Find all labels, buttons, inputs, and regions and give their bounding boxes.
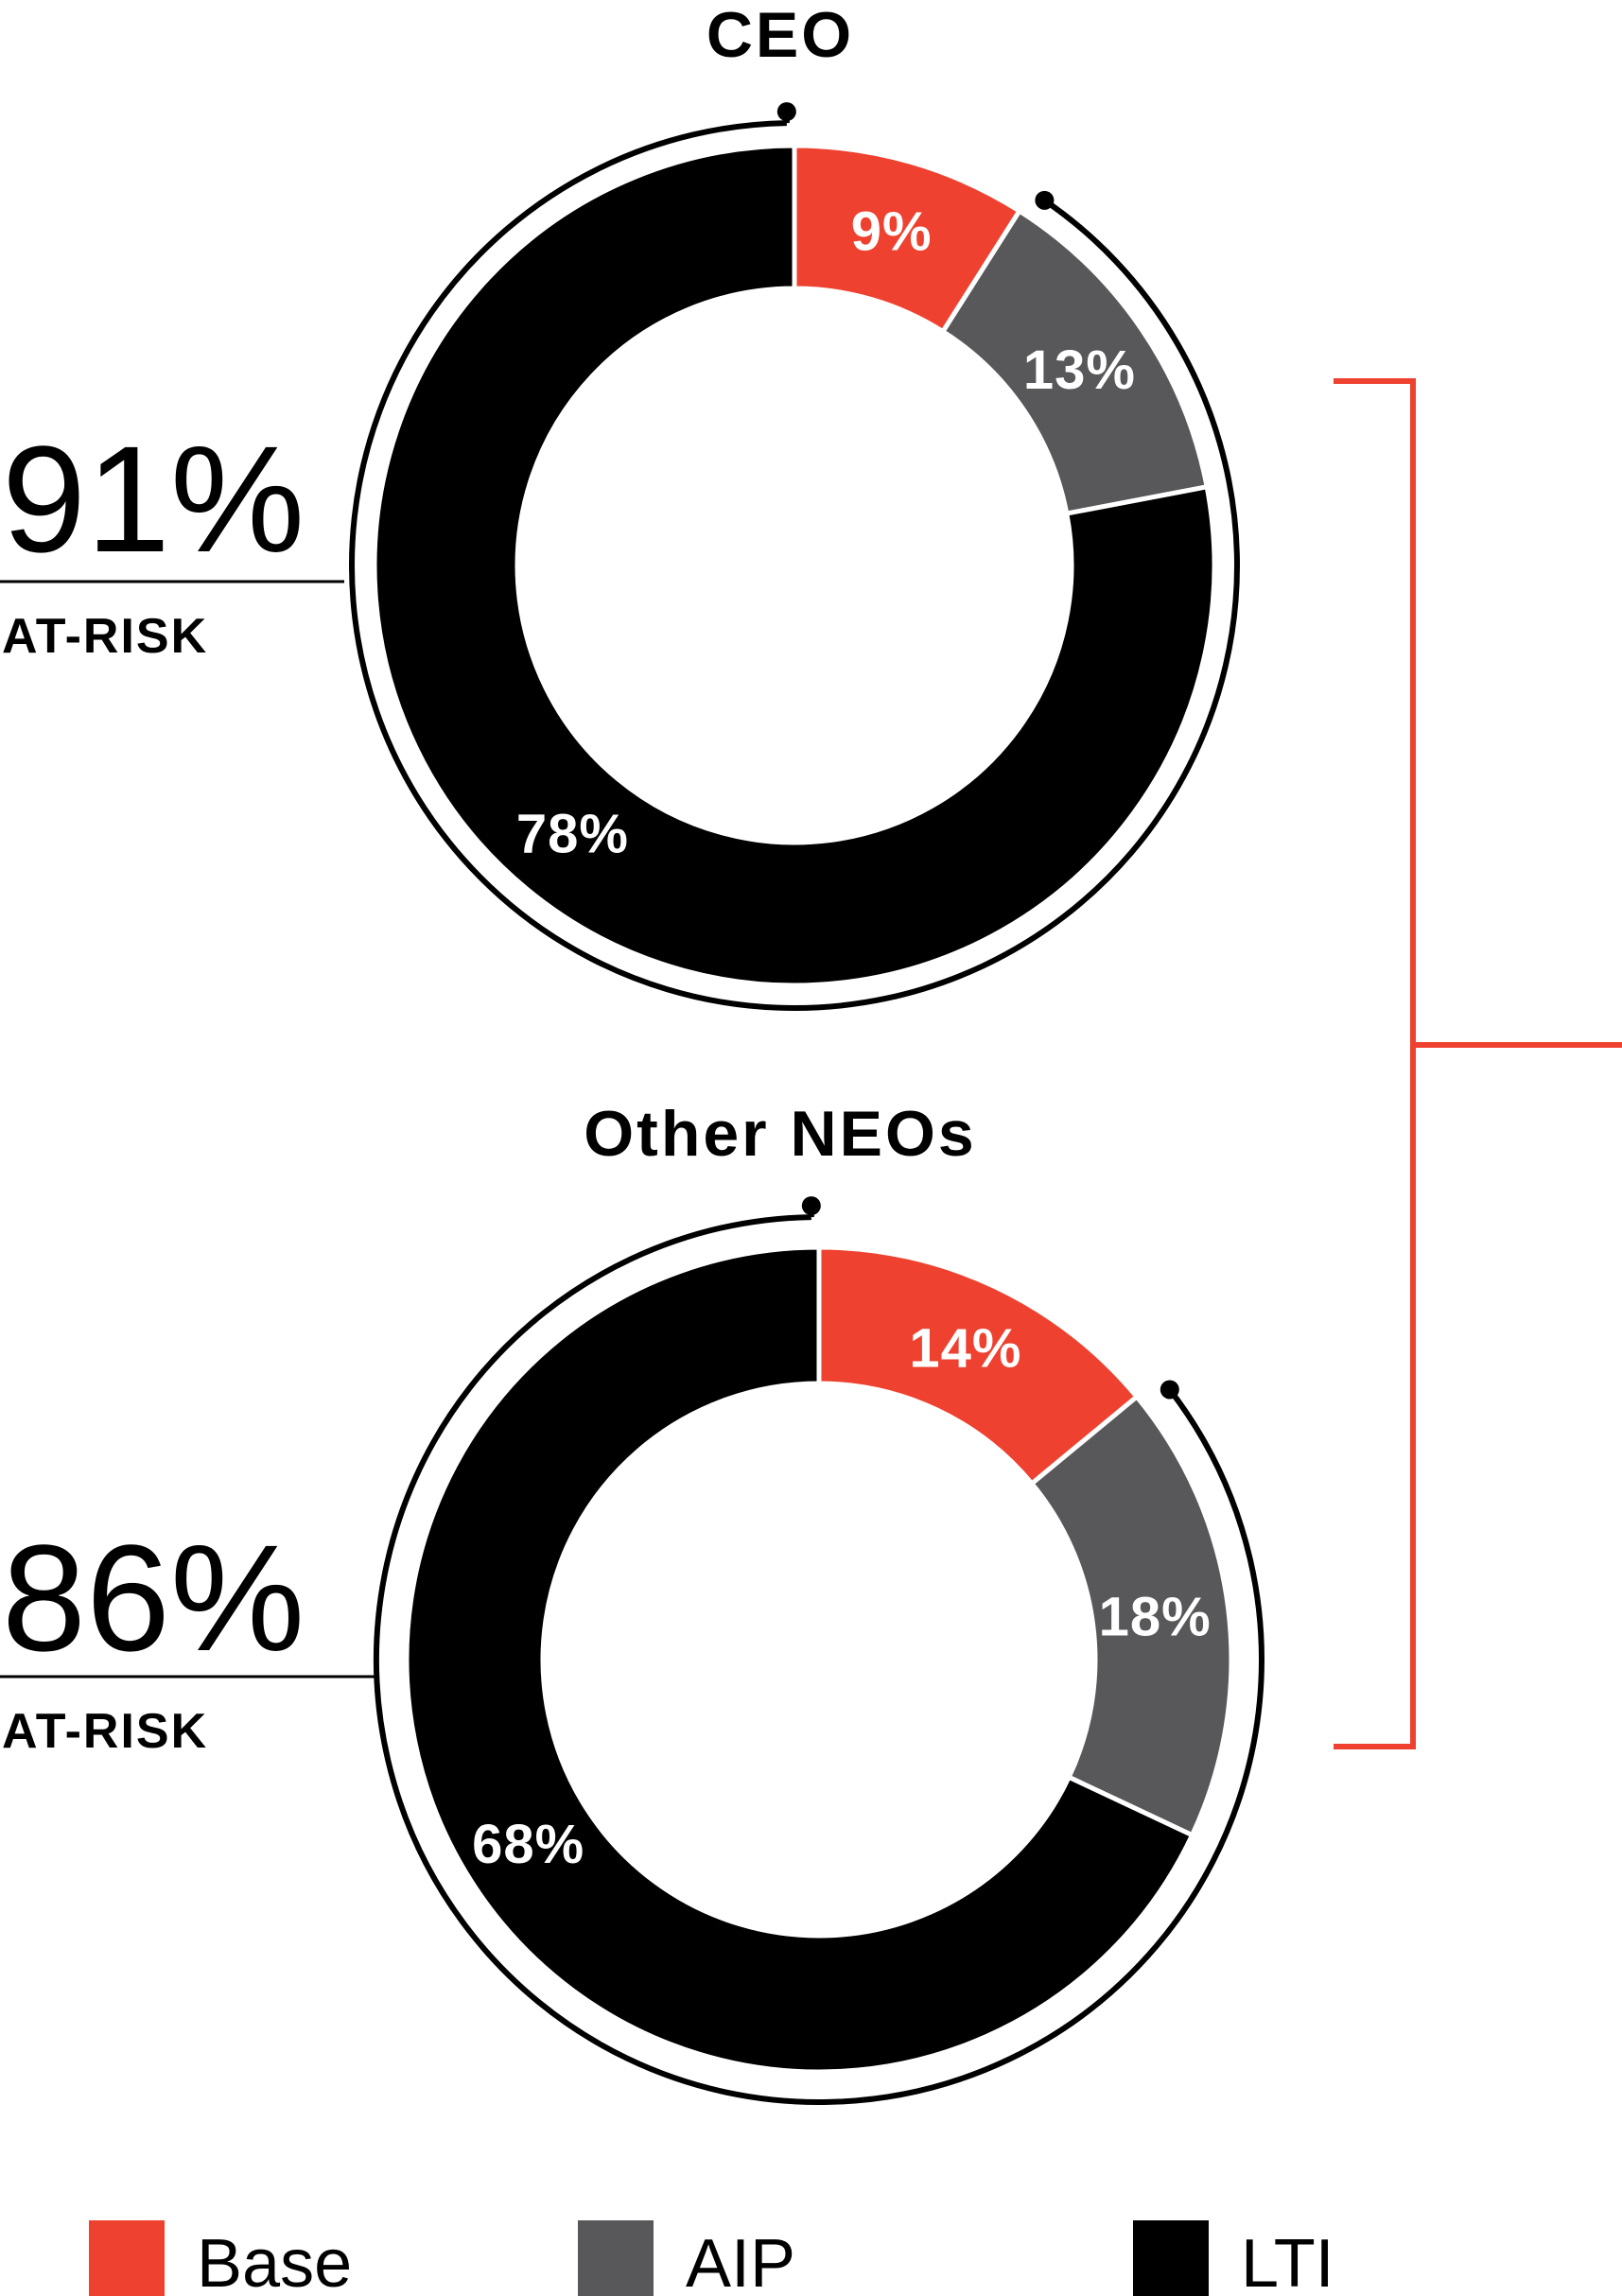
ceo-chart-title: CEO [706,0,854,71]
other-neos-donut-segments [404,1244,1234,2075]
other-neos-label-base: 14% [909,1318,1021,1380]
other-neos-label-lti: 68% [472,1814,584,1875]
ceo-at-risk-arc [349,120,1240,1011]
ceo-label-aip: 13% [1023,339,1136,401]
ceo-segment-lti [372,143,1217,988]
ceo-at-risk-label: AT-RISK [2,609,208,664]
other-neos-chart-title: Other NEOs [584,1098,976,1170]
legend-swatch-base [89,2220,165,2296]
ceo-label-lti: 78% [516,804,629,865]
other-neos-at-risk-arc-start-dot [1160,1380,1179,1400]
other-neos-segment-aip [1028,1393,1234,1838]
legend-item-lti: LTI [1133,2220,1334,2296]
other-neos-label-aip: 18% [1099,1586,1212,1647]
other-neos-at-risk-value: 86% [2,1513,305,1682]
ceo-at-risk-value: 91% [2,414,305,583]
legend-label-base: Base [197,2226,352,2296]
other-neos-at-risk-arc-end-dot [801,1196,821,1216]
other-neos-at-risk-arc [374,1214,1264,2105]
ceo-donut-segments [372,143,1217,988]
legend-item-base: Base [89,2220,352,2296]
ceo-segment-labels: 9% 13% 78% [516,201,1136,865]
chart-legend: Base AIP LTI [89,2220,1334,2296]
ceo-at-risk-arc-end-dot [776,102,796,122]
ceo-label-base: 9% [851,201,933,263]
other-neos-segment-labels: 14% 18% 68% [472,1318,1212,1875]
ceo-donut-chart: CEO 9% 13% 78% 91% AT-RISK [0,0,1240,1011]
legend-swatch-aip [578,2220,654,2296]
legend-swatch-lti [1133,2220,1209,2296]
legend-label-lti: LTI [1241,2226,1334,2296]
other-neos-segment-lti [404,1244,1195,2075]
legend-item-aip: AIP [578,2220,795,2296]
legend-label-aip: AIP [686,2226,795,2296]
other-neos-donut-chart: Other NEOs 14% 18% 68% 86% AT-RISK [0,1098,1264,2105]
comparison-bracket [1334,378,1622,1749]
other-neos-at-risk-label: AT-RISK [2,1704,208,1759]
ceo-at-risk-arc-start-dot [1035,190,1055,210]
